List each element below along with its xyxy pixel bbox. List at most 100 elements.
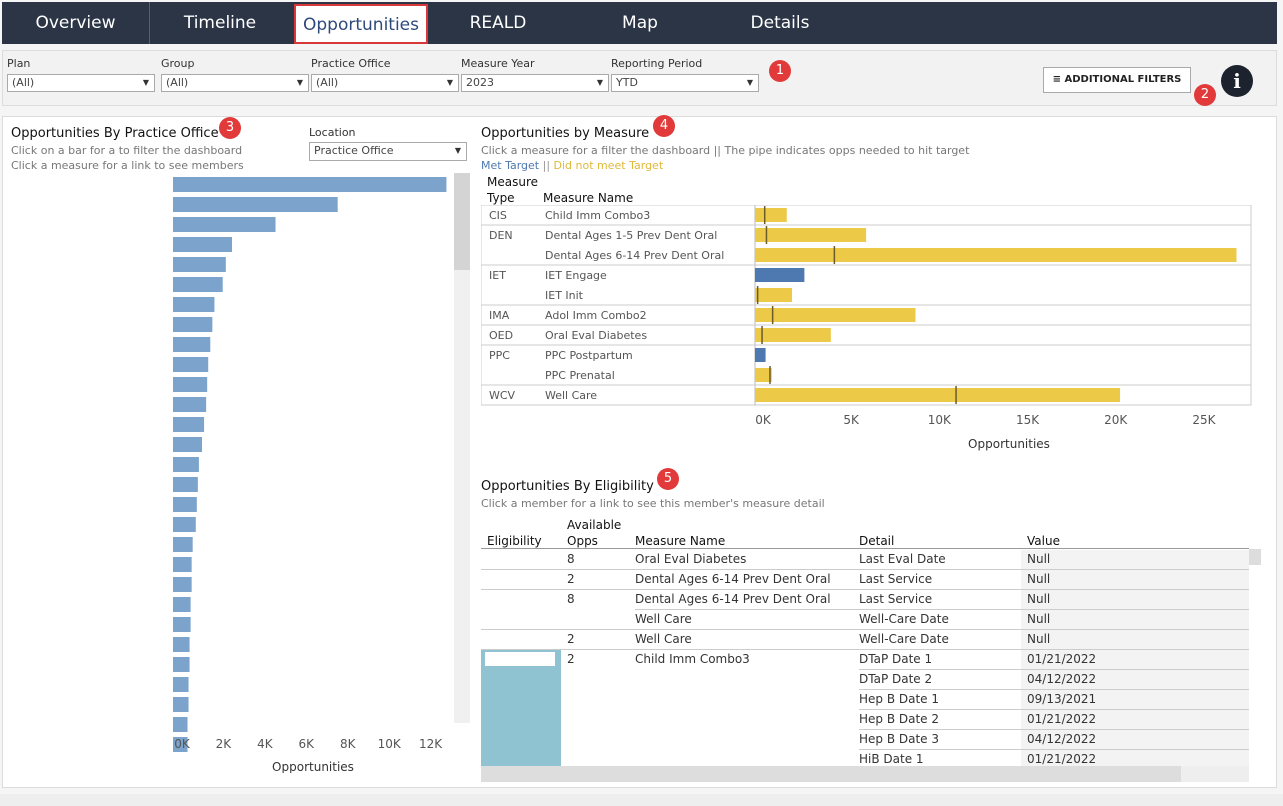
measure-bar[interactable] xyxy=(755,268,805,282)
office-bar[interactable] xyxy=(173,517,196,532)
measure-name-label[interactable]: IET Engage xyxy=(545,269,607,282)
measure-name-cell[interactable]: Well Care xyxy=(635,612,692,626)
office-bar[interactable] xyxy=(173,557,192,572)
office-bar[interactable] xyxy=(173,577,192,592)
reporting-period-filter-select[interactable]: YTD ▼ xyxy=(611,74,759,92)
measure-bar[interactable] xyxy=(755,248,1237,262)
table-horizontal-scrollbar-thumb[interactable] xyxy=(481,766,1181,782)
office-bar[interactable] xyxy=(173,237,233,252)
measure-year-filter-select[interactable]: 2023 ▼ xyxy=(461,74,609,92)
value-cell[interactable]: Null xyxy=(1027,612,1051,626)
group-filter-select[interactable]: (All) ▼ xyxy=(161,74,309,92)
office-bar[interactable] xyxy=(173,617,191,632)
office-bar[interactable] xyxy=(173,737,188,752)
eligibility-highlight[interactable] xyxy=(481,649,561,766)
value-cell[interactable]: 01/21/2022 xyxy=(1027,652,1097,666)
info-icon[interactable]: i xyxy=(1221,65,1253,97)
detail-cell[interactable]: Hep B Date 1 xyxy=(859,692,940,706)
available-opps-cell[interactable]: 8 xyxy=(567,552,575,566)
office-bar[interactable] xyxy=(173,657,190,672)
measure-bar[interactable] xyxy=(755,308,916,322)
tab-details[interactable]: Details xyxy=(750,13,810,33)
office-bar[interactable] xyxy=(173,417,205,432)
measure-chart[interactable]: CIS Child Imm Combo3 DEN Dental Ages 1-5 Pr… xyxy=(481,205,1271,455)
detail-cell[interactable]: HiB Date 1 xyxy=(859,752,924,766)
value-cell[interactable]: 01/21/2022 xyxy=(1027,752,1097,766)
measure-bar[interactable] xyxy=(755,388,1121,402)
tab-overview[interactable]: Overview xyxy=(35,13,116,33)
practice-office-filter-select[interactable]: (All) ▼ xyxy=(311,74,459,92)
available-opps-cell[interactable]: 2 xyxy=(567,632,575,646)
measure-name-label[interactable]: PPC Prenatal xyxy=(545,369,615,382)
value-cell[interactable]: Null xyxy=(1027,552,1051,566)
value-cell[interactable]: 04/12/2022 xyxy=(1027,732,1097,746)
available-opps-cell[interactable]: 2 xyxy=(567,652,575,666)
measure-name-label[interactable]: Child Imm Combo3 xyxy=(545,209,650,222)
measure-name-label[interactable]: Well Care xyxy=(545,389,597,402)
office-bar[interactable] xyxy=(173,217,276,232)
tab-reald[interactable]: REALD xyxy=(469,13,527,33)
plan-filter-select[interactable]: (All) ▼ xyxy=(7,74,155,92)
measure-bar[interactable] xyxy=(755,208,787,222)
detail-cell[interactable]: Last Eval Date xyxy=(859,552,946,566)
detail-cell[interactable]: Well-Care Date xyxy=(859,612,949,626)
measure-name-cell[interactable]: Child Imm Combo3 xyxy=(635,652,750,666)
office-chart[interactable]: 0K 2K 4K 6K 8K 10K 12K Opportunities xyxy=(153,173,473,773)
office-bar[interactable] xyxy=(173,177,447,192)
measure-bar[interactable] xyxy=(755,368,772,382)
office-bar[interactable] xyxy=(173,457,199,472)
measure-bar[interactable] xyxy=(755,228,867,242)
value-cell[interactable]: Null xyxy=(1027,592,1051,606)
measure-bar[interactable] xyxy=(755,328,831,342)
value-cell[interactable]: Null xyxy=(1027,632,1051,646)
location-select[interactable]: Practice Office ▼ xyxy=(309,142,467,161)
office-bar[interactable] xyxy=(173,477,198,492)
office-bar[interactable] xyxy=(173,677,189,692)
value-cell[interactable]: 01/21/2022 xyxy=(1027,712,1097,726)
measure-name-label[interactable]: Dental Ages 6-14 Prev Dent Oral xyxy=(545,249,724,262)
detail-cell[interactable]: Hep B Date 2 xyxy=(859,712,940,726)
office-bar[interactable] xyxy=(173,377,208,392)
available-opps-cell[interactable]: 2 xyxy=(567,572,575,586)
office-bar[interactable] xyxy=(173,337,211,352)
detail-cell[interactable]: Hep B Date 3 xyxy=(859,732,940,746)
office-chart-scrollbar-thumb[interactable] xyxy=(454,173,470,270)
table-vertical-scrollbar[interactable] xyxy=(1249,549,1261,565)
tab-timeline[interactable]: Timeline xyxy=(183,13,257,33)
measure-name-label[interactable]: Dental Ages 1-5 Prev Dent Oral xyxy=(545,229,717,242)
measure-name-cell[interactable]: Dental Ages 6-14 Prev Dent Oral xyxy=(635,572,831,586)
measure-name-cell[interactable]: Dental Ages 6-14 Prev Dent Oral xyxy=(635,592,831,606)
detail-cell[interactable]: Well-Care Date xyxy=(859,632,949,646)
office-bar[interactable] xyxy=(173,697,189,712)
office-bar[interactable] xyxy=(173,637,190,652)
measure-name-cell[interactable]: Well Care xyxy=(635,632,692,646)
detail-cell[interactable]: DTaP Date 2 xyxy=(859,672,933,686)
measure-name-cell[interactable]: Oral Eval Diabetes xyxy=(635,552,747,566)
tab-map[interactable]: Map xyxy=(622,13,658,33)
office-bar[interactable] xyxy=(173,197,338,212)
office-bar[interactable] xyxy=(173,717,188,732)
measure-bar[interactable] xyxy=(755,348,766,362)
value-cell[interactable]: 04/12/2022 xyxy=(1027,672,1097,686)
detail-cell[interactable]: Last Service xyxy=(859,592,933,606)
available-opps-cell[interactable]: 8 xyxy=(567,592,575,606)
office-bar[interactable] xyxy=(173,257,226,272)
value-cell[interactable]: Null xyxy=(1027,572,1051,586)
office-bar[interactable] xyxy=(173,497,197,512)
value-cell[interactable]: 09/13/2021 xyxy=(1027,692,1097,706)
office-bar[interactable] xyxy=(173,317,213,332)
measure-name-label[interactable]: PPC Postpartum xyxy=(545,349,633,362)
detail-cell[interactable]: DTaP Date 1 xyxy=(859,652,933,666)
office-bar[interactable] xyxy=(173,357,209,372)
measure-name-label[interactable]: Oral Eval Diabetes xyxy=(545,329,647,342)
measure-bar[interactable] xyxy=(755,288,793,302)
office-bar[interactable] xyxy=(173,437,202,452)
office-bar[interactable] xyxy=(173,397,207,412)
measure-name-label[interactable]: IET Init xyxy=(545,289,584,302)
measure-name-label[interactable]: Adol Imm Combo2 xyxy=(545,309,647,322)
detail-cell[interactable]: Last Service xyxy=(859,572,933,586)
additional-filters-button[interactable]: ≡ ADDITIONAL FILTERS xyxy=(1043,67,1191,93)
office-bar[interactable] xyxy=(173,297,215,312)
office-bar[interactable] xyxy=(173,277,223,292)
tab-opportunities[interactable]: Opportunities xyxy=(294,4,428,44)
